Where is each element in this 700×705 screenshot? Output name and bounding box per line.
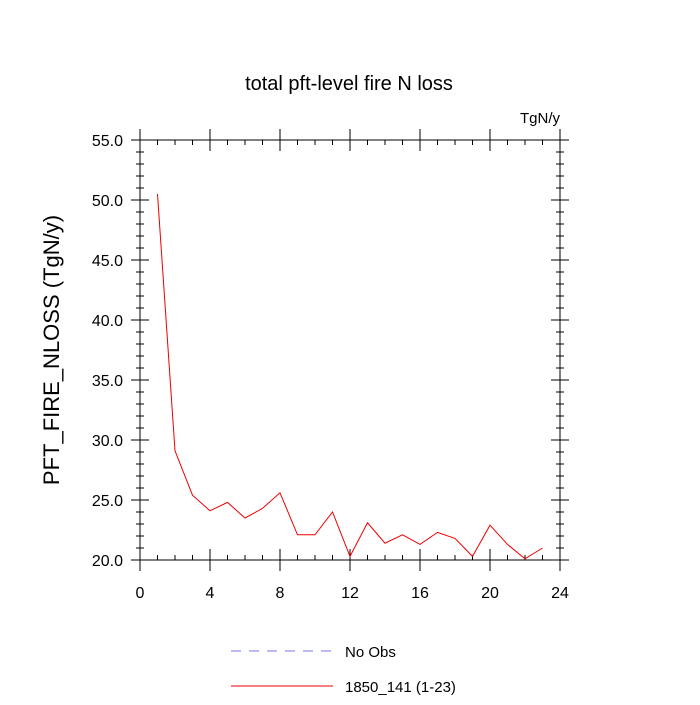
legend: No Obs 1850_141 (1-23) bbox=[231, 644, 456, 696]
x-tick-label: 4 bbox=[206, 585, 215, 602]
y-tick-label: 55.0 bbox=[92, 133, 123, 150]
x-tick-label: 12 bbox=[341, 585, 359, 602]
y-tick-label: 25.0 bbox=[92, 493, 123, 510]
y-tick-label: 20.0 bbox=[92, 553, 123, 570]
series-lines bbox=[157, 193, 543, 560]
x-tick-label: 16 bbox=[411, 585, 429, 602]
legend-label: 1850_141 (1-23) bbox=[345, 679, 456, 696]
x-tick-label: 8 bbox=[276, 585, 285, 602]
y-tick-label: 50.0 bbox=[92, 193, 123, 210]
major-ticks bbox=[131, 129, 569, 571]
chart-title: total pft-level fire N loss bbox=[245, 73, 453, 95]
y-tick-label: 45.0 bbox=[92, 253, 123, 270]
y-tick-label: 40.0 bbox=[92, 313, 123, 330]
minor-ticks bbox=[136, 140, 564, 560]
x-tick-labels: 0 4 8 12 16 20 24 bbox=[136, 585, 569, 602]
y-tick-label: 30.0 bbox=[92, 433, 123, 450]
y-tick-label: 35.0 bbox=[92, 373, 123, 390]
legend-label: No Obs bbox=[345, 644, 396, 661]
y-tick-labels: 20.0 25.0 30.0 35.0 40.0 45.0 50.0 55.0 bbox=[92, 133, 123, 570]
x-tick-label: 24 bbox=[551, 585, 569, 602]
x-tick-label: 0 bbox=[136, 585, 145, 602]
x-tick-label: 20 bbox=[481, 585, 499, 602]
y-axis-label: PFT_FIRE_NLOSS (TgN/y) bbox=[39, 215, 64, 485]
units-label: TgN/y bbox=[520, 110, 561, 127]
plot-frame bbox=[139, 139, 561, 561]
series-line bbox=[157, 193, 543, 560]
